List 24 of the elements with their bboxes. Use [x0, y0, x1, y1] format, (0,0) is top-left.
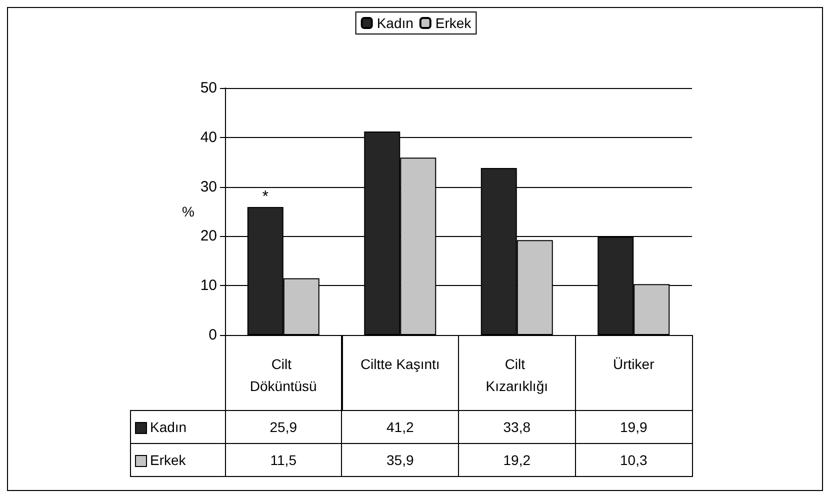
- x-tick-label: Cilt Kızarıklığı: [486, 356, 548, 394]
- y-tick-label: 30: [200, 178, 217, 196]
- y-tick-label: 0: [208, 326, 217, 344]
- x-tick-label: Ciltte Kaşıntı: [360, 356, 440, 372]
- annotation: *: [262, 188, 268, 206]
- data-label: 35,9: [342, 444, 458, 476]
- y-tick-label: 50: [200, 80, 217, 96]
- x-tick-label: Ürtiker: [613, 356, 655, 372]
- legend-label: Erkek: [435, 15, 472, 31]
- y-tick-label: 10: [200, 277, 217, 294]
- y-tick-label: 40: [200, 128, 217, 146]
- data-label: 41,2: [342, 410, 458, 444]
- y-axis-title: %: [182, 204, 194, 220]
- y-tick-label: 20: [200, 228, 217, 245]
- data-label: 10,3: [575, 444, 692, 476]
- data-label: 33,8: [458, 410, 576, 444]
- x-tick-label: Cilt Döküntüsü: [250, 356, 317, 394]
- legend-label: Kadın: [376, 15, 414, 31]
- data-label: 19,2: [458, 444, 576, 476]
- text: Kadın: [150, 419, 187, 435]
- data-label: 25,9: [225, 410, 342, 444]
- data-label: 11,5: [225, 444, 342, 476]
- text: Erkek: [150, 452, 186, 468]
- data-label: 19,9: [575, 410, 692, 444]
